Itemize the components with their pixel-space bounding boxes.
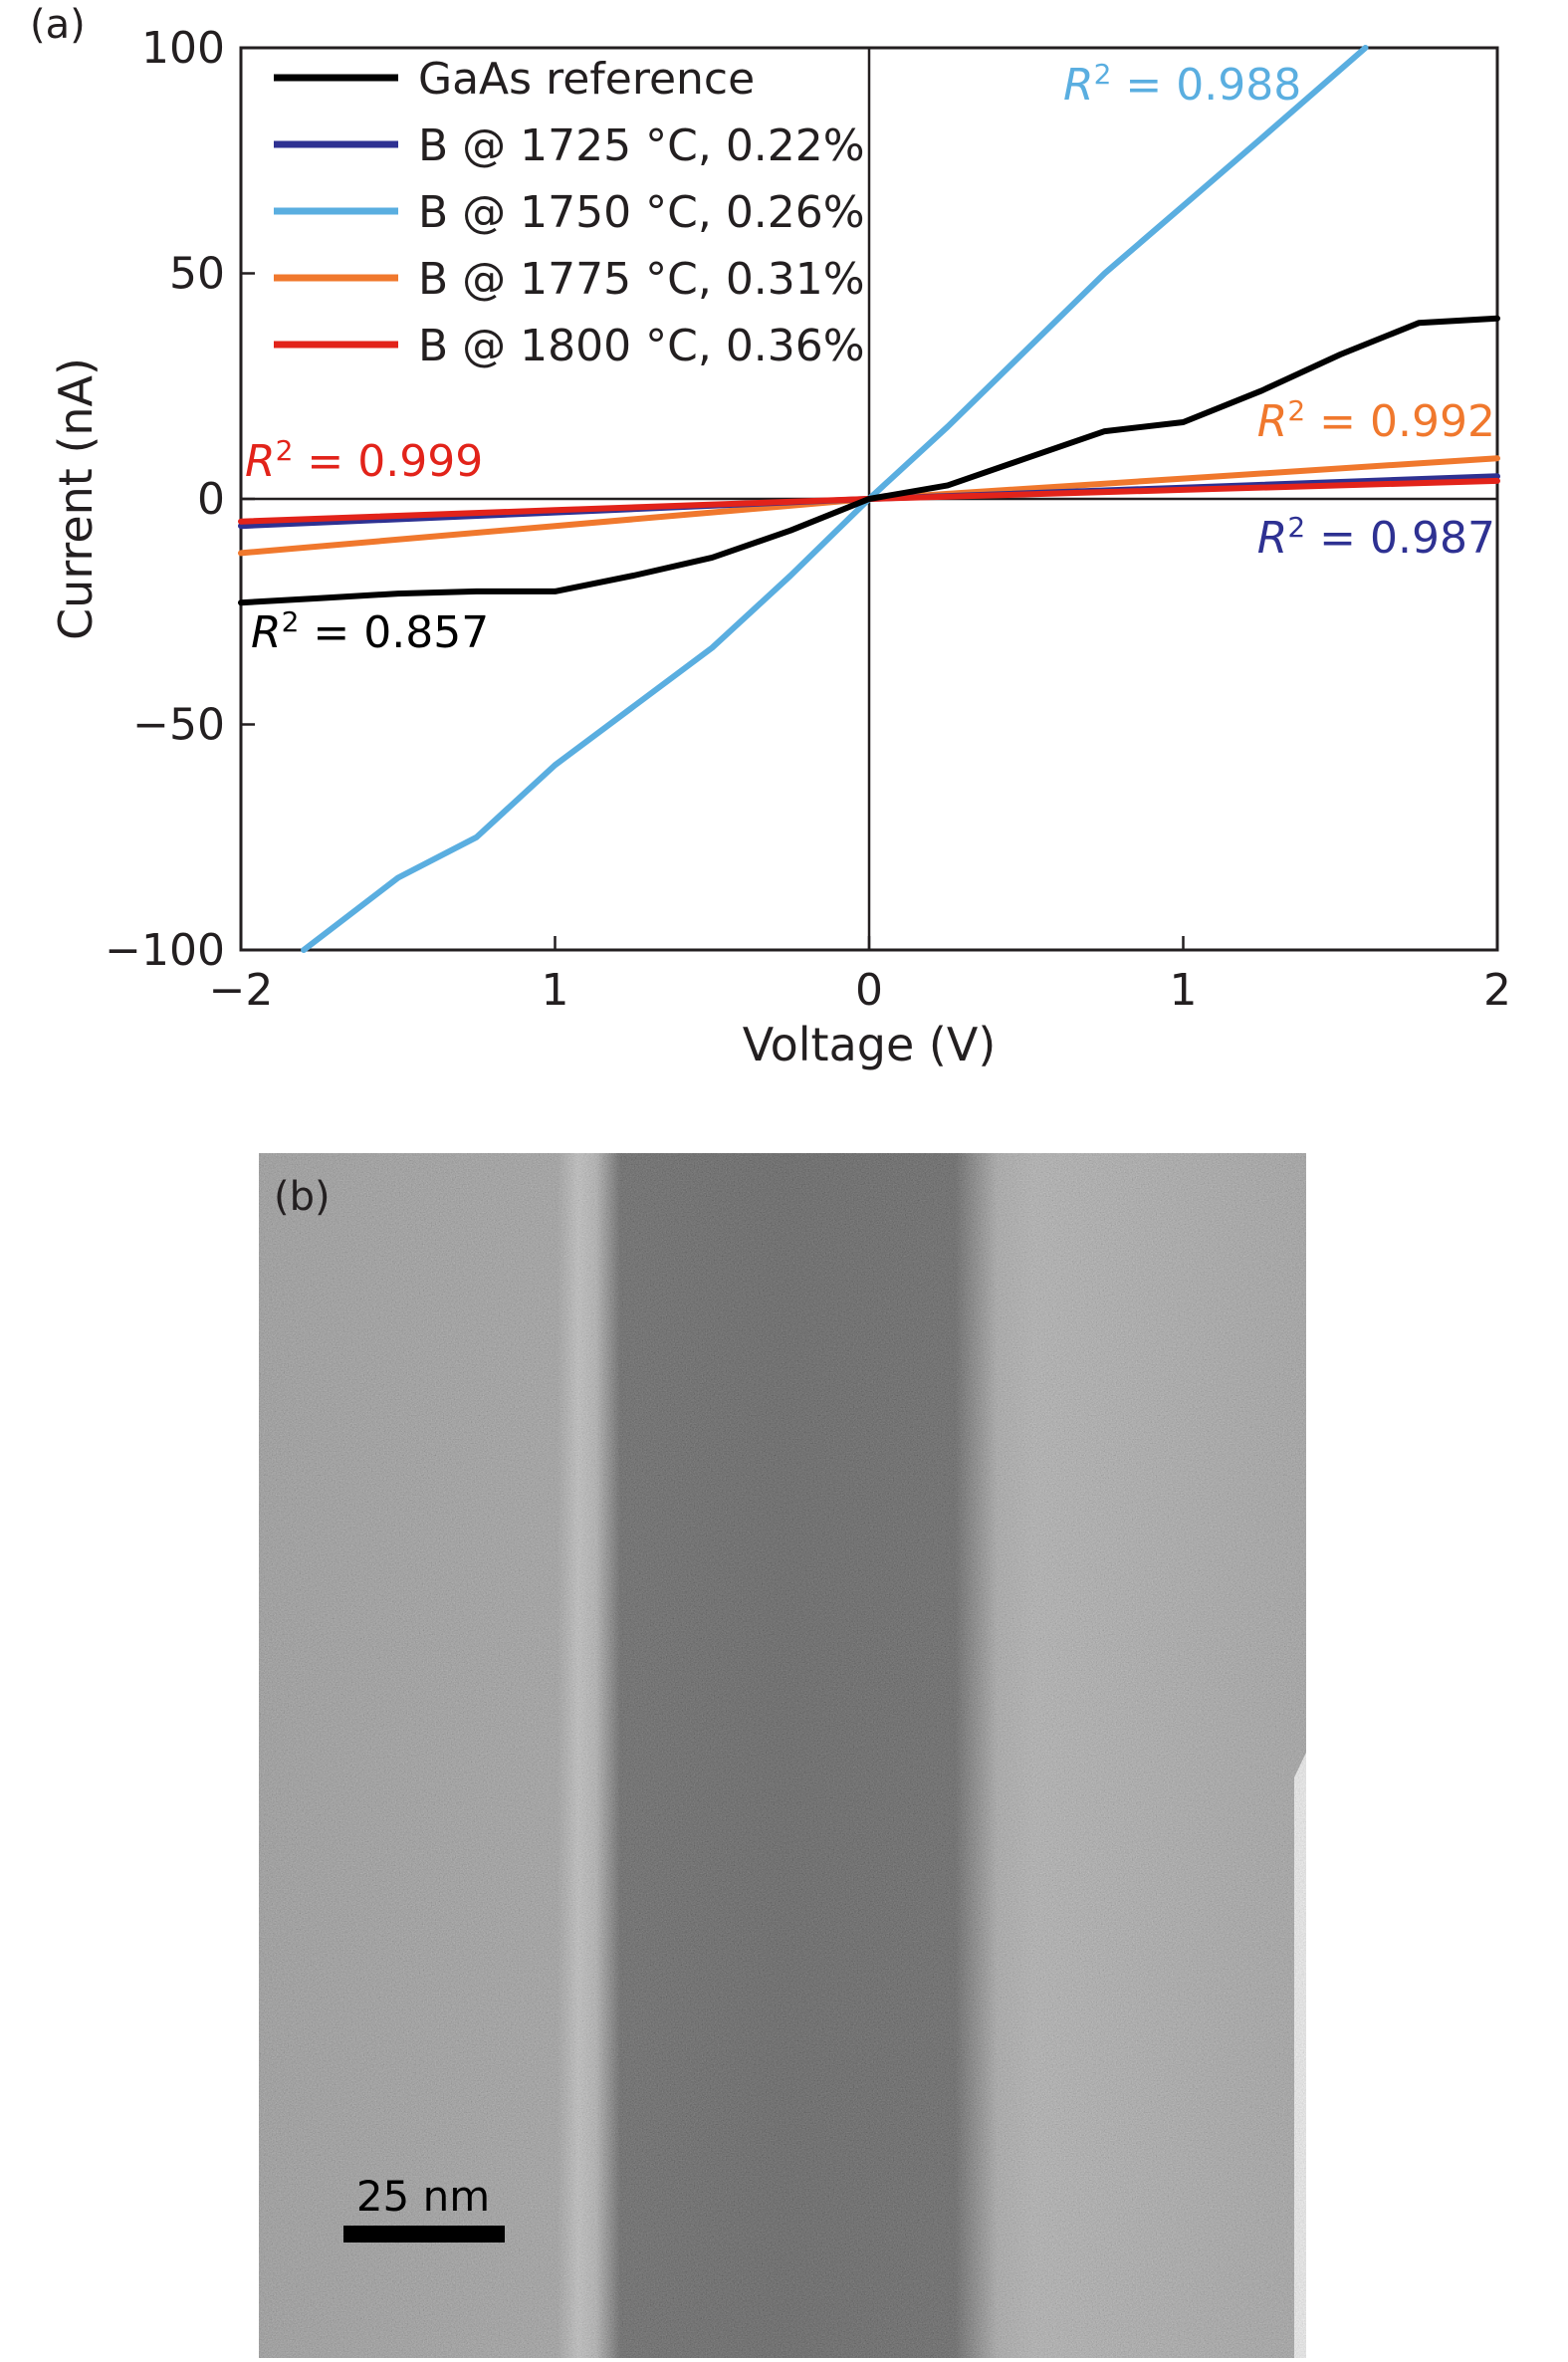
- tem-image: (b) 25 nm: [259, 1153, 1306, 2358]
- series-line: [301, 45, 1369, 953]
- panel-b-label: (b): [274, 1174, 331, 1220]
- series-layer: [238, 45, 1500, 953]
- r-squared-label: R2 = 0.988: [1063, 58, 1301, 111]
- x-tick-label: 1: [542, 965, 569, 1016]
- y-tick-label: −50: [132, 700, 225, 751]
- y-tick-label: 50: [169, 249, 225, 300]
- x-tick-label: −2: [209, 965, 274, 1016]
- legend-entry-label: B @ 1775 °C, 0.31%: [418, 254, 865, 305]
- r-squared-label: R2 = 0.992: [1257, 394, 1495, 447]
- axis-ticks: −2 1 0 1 2 100 50 0 −50 −100: [105, 23, 1511, 1016]
- scale-bar: [343, 2226, 505, 2243]
- series-line: [238, 315, 1500, 606]
- legend-entry-label: B @ 1800 °C, 0.36%: [418, 321, 865, 371]
- legend-entry-label: B @ 1750 °C, 0.26%: [418, 187, 865, 238]
- scale-bar-label: 25 nm: [356, 2172, 490, 2221]
- panel-a-label: (a): [30, 2, 86, 48]
- iv-plot: −2 1 0 1 2 100 50 0 −50 −100 R2 = 0.988 R2 = 0.992…: [105, 23, 1511, 1016]
- tem-image-noise: [259, 1153, 1306, 2358]
- x-tick-label: 1: [1170, 965, 1198, 1016]
- r-squared-label: R2 = 0.857: [251, 605, 489, 658]
- x-axis-label: Voltage (V): [743, 1018, 997, 1071]
- y-tick-label: 100: [141, 23, 225, 74]
- r-squared-label: R2 = 0.987: [1257, 511, 1495, 564]
- r-squared-label: R2 = 0.999: [245, 434, 483, 487]
- legend: GaAs reference B @ 1725 °C, 0.22% B @ 1750…: [261, 54, 865, 372]
- x-tick-label: 2: [1483, 965, 1511, 1016]
- r2-annotations: R2 = 0.988 R2 = 0.992 R2 = 0.999 R2 = 0.987…: [245, 58, 1495, 658]
- y-tick-label: −100: [105, 925, 225, 976]
- legend-entry-label: B @ 1725 °C, 0.22%: [418, 120, 865, 171]
- y-axis-label: Current (nA): [49, 357, 103, 640]
- y-tick-label: 0: [197, 474, 225, 525]
- legend-entry-label: GaAs reference: [418, 54, 755, 105]
- x-tick-label: 0: [855, 965, 883, 1016]
